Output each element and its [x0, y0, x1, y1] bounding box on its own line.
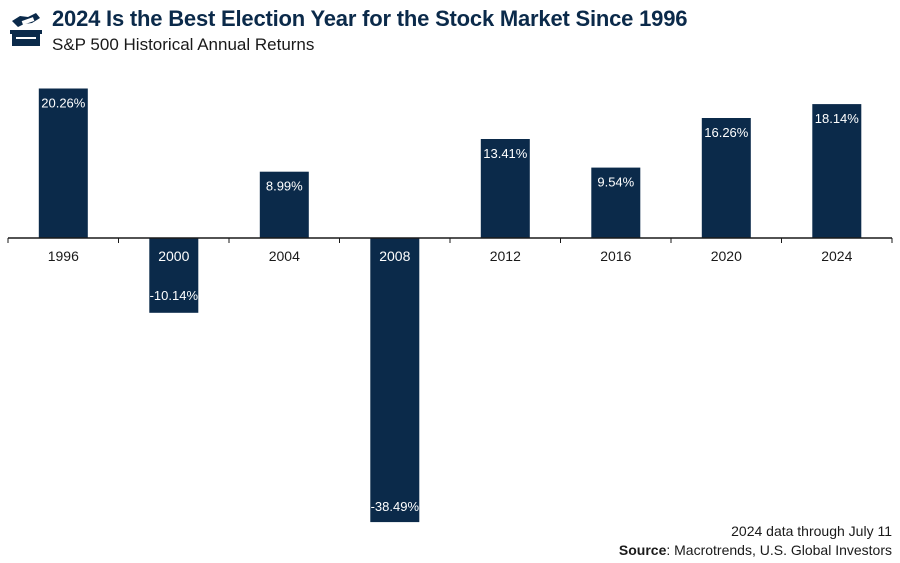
- ballot-box-icon: [10, 13, 42, 46]
- bar-1996: [38, 88, 88, 238]
- data-label-2024: 18.14%: [815, 111, 860, 126]
- bar-2008: [370, 238, 420, 523]
- data-label-2020: 16.26%: [704, 125, 749, 140]
- data-label-1996: 20.26%: [41, 96, 86, 111]
- data-label-2008: -38.49%: [371, 499, 420, 514]
- bar-2004: [259, 171, 309, 238]
- source-label: Source: [618, 542, 667, 558]
- source-line: Source: Macrotrends, U.S. Global Investo…: [619, 542, 892, 558]
- bar-2020: [701, 118, 751, 238]
- bar-2024: [812, 104, 862, 238]
- x-tick-label-2020: 2020: [711, 248, 742, 264]
- x-tick-label-2016: 2016: [600, 248, 631, 264]
- x-tick-label-2008: 2008: [379, 248, 410, 264]
- data-label-2000: -10.14%: [150, 288, 199, 303]
- data-label-2012: 13.41%: [483, 146, 528, 161]
- bar-2016: [591, 167, 641, 238]
- data-label-2004: 8.99%: [266, 179, 303, 194]
- bar-2000: [149, 238, 199, 313]
- x-tick-label-2012: 2012: [490, 248, 521, 264]
- chart-title: 2024 Is the Best Election Year for the S…: [52, 6, 688, 31]
- source-text: : Macrotrends, U.S. Global Investors: [666, 542, 892, 558]
- data-footnote: 2024 data through July 11: [731, 523, 892, 539]
- x-tick-label-2024: 2024: [821, 248, 852, 264]
- x-tick-label-2004: 2004: [269, 248, 300, 264]
- x-tick-label-2000: 2000: [158, 248, 189, 264]
- x-tick-label-1996: 1996: [48, 248, 79, 264]
- data-label-2016: 9.54%: [597, 175, 634, 190]
- bar-2012: [480, 139, 530, 238]
- chart-subtitle: S&P 500 Historical Annual Returns: [52, 35, 315, 54]
